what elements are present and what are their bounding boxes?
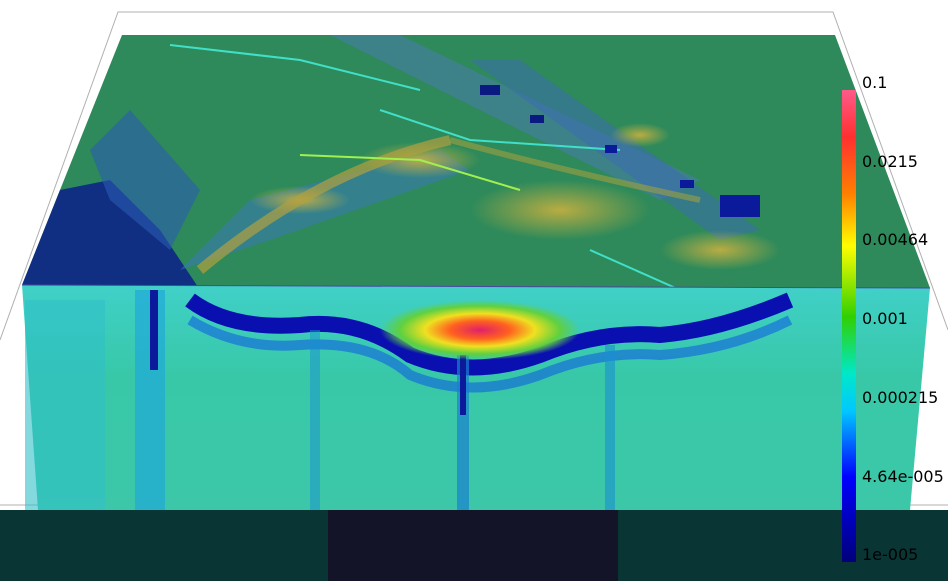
colorbar-tick-label: 0.001	[862, 309, 908, 328]
colorbar-tick-label: 0.00464	[862, 230, 929, 249]
colorbar-tick-label: 1e-005	[862, 545, 919, 564]
low-value-region	[22, 180, 200, 290]
colorbar-tick-label: 0.1	[862, 73, 888, 92]
colorbar	[842, 90, 856, 562]
hot-spot	[380, 300, 580, 360]
colorbar-tick-label: 4.64e-005	[862, 467, 944, 486]
colorbar-tick-label: 0.000215	[862, 388, 939, 407]
bounding-box	[0, 11, 948, 341]
low-value-band	[185, 292, 794, 376]
colorbar-tick-label: 0.0215	[862, 152, 918, 171]
floor-shadow	[328, 510, 618, 581]
